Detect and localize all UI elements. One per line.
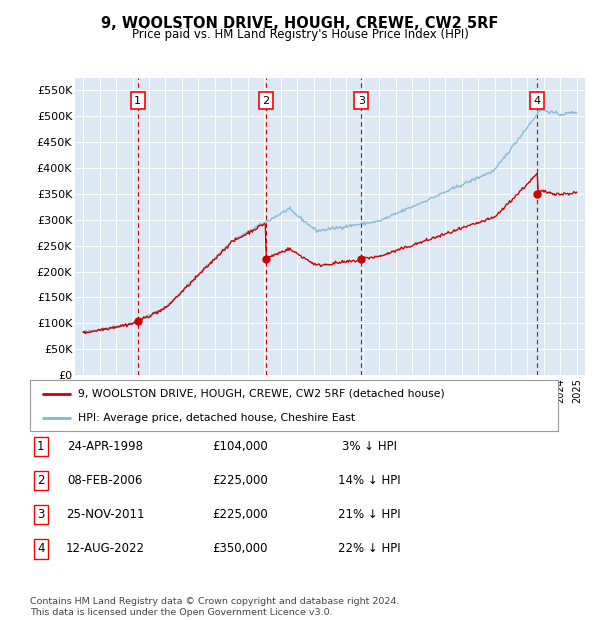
Text: 3: 3	[37, 508, 44, 521]
Text: 1: 1	[134, 96, 141, 106]
Text: Contains HM Land Registry data © Crown copyright and database right 2024.
This d: Contains HM Land Registry data © Crown c…	[30, 598, 400, 617]
Text: 9, WOOLSTON DRIVE, HOUGH, CREWE, CW2 5RF: 9, WOOLSTON DRIVE, HOUGH, CREWE, CW2 5RF	[101, 16, 499, 30]
Text: 4: 4	[534, 96, 541, 106]
Text: 2: 2	[262, 96, 269, 106]
Text: £104,000: £104,000	[212, 440, 268, 453]
Text: 3% ↓ HPI: 3% ↓ HPI	[341, 440, 397, 453]
Text: 14% ↓ HPI: 14% ↓ HPI	[338, 474, 400, 487]
Text: 2: 2	[37, 474, 44, 487]
Text: 08-FEB-2006: 08-FEB-2006	[67, 474, 143, 487]
Text: £350,000: £350,000	[212, 542, 268, 555]
Text: £225,000: £225,000	[212, 508, 268, 521]
Text: 9, WOOLSTON DRIVE, HOUGH, CREWE, CW2 5RF (detached house): 9, WOOLSTON DRIVE, HOUGH, CREWE, CW2 5RF…	[77, 389, 444, 399]
Text: £225,000: £225,000	[212, 474, 268, 487]
Text: 3: 3	[358, 96, 365, 106]
Text: 25-NOV-2011: 25-NOV-2011	[66, 508, 144, 521]
Text: 21% ↓ HPI: 21% ↓ HPI	[338, 508, 400, 521]
Text: 12-AUG-2022: 12-AUG-2022	[65, 542, 145, 555]
Text: 24-APR-1998: 24-APR-1998	[67, 440, 143, 453]
Text: 1: 1	[37, 440, 44, 453]
Text: Price paid vs. HM Land Registry's House Price Index (HPI): Price paid vs. HM Land Registry's House …	[131, 28, 469, 41]
Text: 22% ↓ HPI: 22% ↓ HPI	[338, 542, 400, 555]
Text: 4: 4	[37, 542, 44, 555]
Text: HPI: Average price, detached house, Cheshire East: HPI: Average price, detached house, Ches…	[77, 413, 355, 423]
